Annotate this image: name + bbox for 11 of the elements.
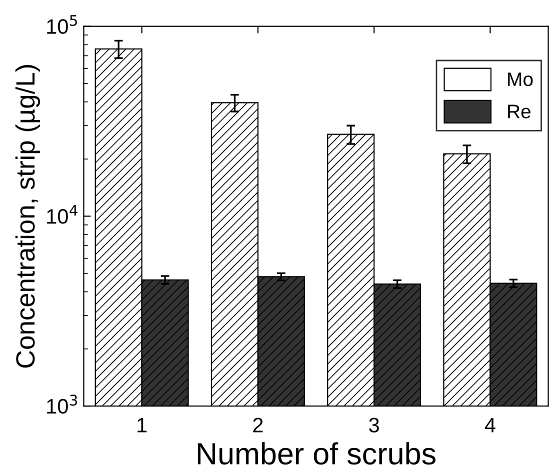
y-tick-label: 10$^{4}$: [47, 205, 78, 224]
y-tick-label: 10$^{5}$: [47, 15, 77, 34]
x-axis-title: Number of scrubs: [198, 442, 436, 465]
legend-label: Mo: [508, 72, 533, 86]
x-tick-label: 3: [369, 418, 379, 432]
x-tick-label: 1: [138, 418, 147, 432]
legend-label: Re: [508, 104, 530, 118]
x-tick-label: 2: [253, 418, 263, 432]
x-tick-label: 4: [484, 418, 496, 432]
y-axis-title: Concentration, strip (µg/L): [15, 65, 40, 368]
y-tick-label: 10$^{3}$: [47, 394, 78, 414]
